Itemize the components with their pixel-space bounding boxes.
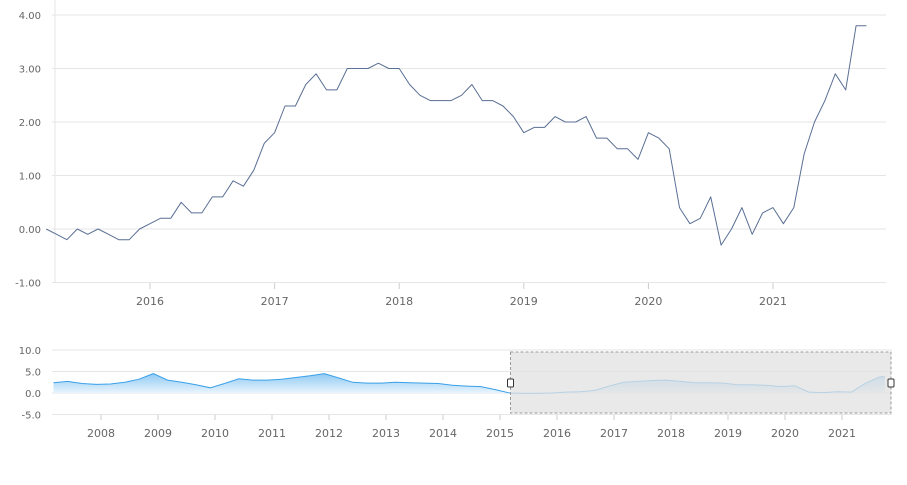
nav-x-tick-label: 2012: [315, 427, 343, 440]
x-tick-label: 2018: [385, 295, 413, 308]
nav-x-tick-label: 2009: [144, 427, 172, 440]
nav-y-tick-label: -5.0: [21, 411, 41, 422]
nav-x-tick-label: 2017: [600, 427, 628, 440]
nav-x-tick-label: 2015: [486, 427, 514, 440]
x-tick-label: 2016: [136, 295, 164, 308]
y-tick-label: 2.00: [19, 118, 41, 129]
nav-x-tick-label: 2014: [429, 427, 457, 440]
nav-selection-window[interactable]: [510, 351, 892, 414]
nav-x-tick-label: 2013: [372, 427, 400, 440]
y-tick-label: 4.00: [19, 11, 41, 22]
nav-y-tick-label: 0.0: [25, 389, 41, 400]
x-tick-label: 2019: [510, 295, 538, 308]
nav-x-tick-label: 2011: [258, 427, 286, 440]
nav-x-tick-label: 2010: [201, 427, 229, 440]
nav-handle-right[interactable]: [887, 378, 895, 388]
nav-y-tick-label: 10.0: [19, 346, 41, 357]
nav-x-tick-label: 2018: [657, 427, 685, 440]
y-tick-label: -1.00: [15, 279, 41, 290]
series-line: [45, 25, 867, 246]
x-tick-label: 2020: [634, 295, 662, 308]
x-tick-label: 2021: [759, 295, 787, 308]
y-tick-label: 1.00: [19, 172, 41, 183]
y-tick-label: 3.00: [19, 65, 41, 76]
y-tick-label: 0.00: [19, 225, 41, 236]
nav-x-tick-label: 2016: [543, 427, 571, 440]
x-tick-label: 2017: [261, 295, 289, 308]
nav-y-tick-label: 5.0: [25, 368, 41, 379]
nav-x-tick-label: 2021: [828, 427, 856, 440]
main-line-chart: -1.000.001.002.003.004.005.006.002016201…: [15, 0, 886, 308]
nav-x-tick-label: 2019: [714, 427, 742, 440]
nav-x-tick-label: 2008: [87, 427, 115, 440]
nav-x-tick-label: 2020: [771, 427, 799, 440]
nav-handle-left[interactable]: [507, 378, 514, 388]
navigator-area-chart[interactable]: -5.0 0.0 5.0 10.0 2008 2009 2010 2011 2012 2013 20…: [19, 346, 895, 440]
